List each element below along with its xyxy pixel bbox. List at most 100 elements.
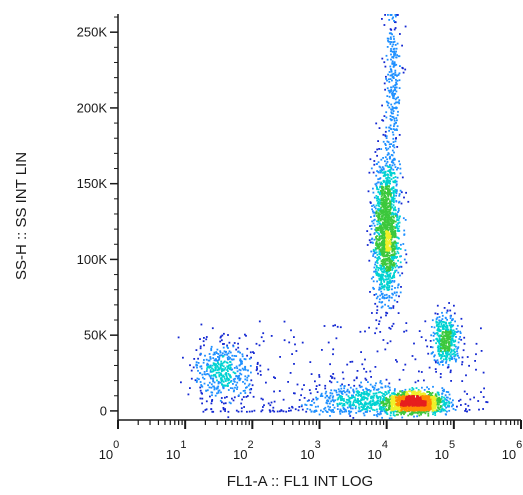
event-point xyxy=(381,237,383,240)
event-point xyxy=(416,415,418,418)
event-point xyxy=(429,401,431,404)
event-point xyxy=(322,410,324,413)
event-point xyxy=(385,403,388,406)
event-point xyxy=(387,166,390,168)
event-point xyxy=(382,260,385,263)
event-point xyxy=(392,116,395,119)
event-point xyxy=(392,112,394,115)
event-point xyxy=(343,404,346,407)
event-point xyxy=(379,238,381,241)
event-point xyxy=(337,403,339,406)
event-point xyxy=(288,410,290,412)
event-point xyxy=(393,40,396,43)
event-point xyxy=(380,276,382,279)
event-point xyxy=(398,404,400,406)
event-point xyxy=(363,393,365,396)
event-point xyxy=(431,401,433,404)
event-point xyxy=(393,392,396,395)
event-point xyxy=(408,402,411,405)
event-point xyxy=(399,65,401,67)
event-point xyxy=(392,133,395,136)
event-point xyxy=(380,170,383,173)
event-point xyxy=(371,400,374,403)
event-point xyxy=(441,360,444,362)
event-point xyxy=(440,342,442,345)
y-axis-label: SS-H :: SS INT LIN xyxy=(13,152,30,280)
event-point xyxy=(220,374,223,377)
event-point xyxy=(399,33,401,35)
event-point xyxy=(320,394,323,396)
event-point xyxy=(475,353,477,356)
event-point xyxy=(429,392,431,394)
event-point xyxy=(339,326,342,329)
event-point xyxy=(227,389,230,391)
event-point xyxy=(420,413,422,416)
event-point xyxy=(386,296,389,299)
event-point xyxy=(389,240,392,242)
event-point xyxy=(395,63,398,66)
event-point xyxy=(393,62,396,64)
event-point xyxy=(393,389,396,392)
event-point xyxy=(199,381,202,383)
event-point xyxy=(390,225,392,227)
event-point xyxy=(380,197,383,200)
event-point xyxy=(418,410,420,413)
event-point xyxy=(403,393,406,395)
event-point xyxy=(440,410,443,413)
event-point xyxy=(381,275,384,278)
event-point xyxy=(389,248,391,251)
event-point xyxy=(368,239,371,242)
event-point xyxy=(380,168,383,171)
event-point xyxy=(370,407,373,410)
event-point xyxy=(378,279,381,281)
event-point xyxy=(445,406,447,409)
event-point xyxy=(436,316,439,319)
event-point xyxy=(398,237,400,240)
event-point xyxy=(386,140,389,143)
event-point xyxy=(324,406,327,409)
event-point xyxy=(383,288,386,291)
event-point xyxy=(352,388,355,391)
event-point xyxy=(401,393,404,396)
event-point xyxy=(392,41,395,43)
event-point xyxy=(224,402,227,405)
event-point xyxy=(392,192,395,194)
event-point xyxy=(360,409,363,411)
event-point xyxy=(309,404,312,406)
event-point xyxy=(378,413,381,416)
event-point xyxy=(394,388,396,390)
event-point xyxy=(350,397,353,399)
event-point xyxy=(208,386,211,389)
event-point xyxy=(391,159,394,162)
event-point xyxy=(230,369,233,371)
event-point xyxy=(339,397,342,400)
event-point xyxy=(432,402,435,405)
event-point xyxy=(451,331,454,334)
event-point xyxy=(426,410,428,413)
event-point xyxy=(443,307,446,309)
event-point xyxy=(391,211,394,214)
event-point xyxy=(236,370,239,373)
event-point xyxy=(205,389,207,392)
event-point xyxy=(402,243,405,245)
event-point xyxy=(391,392,393,395)
event-point xyxy=(392,141,395,143)
event-point xyxy=(255,369,258,372)
event-point xyxy=(434,402,436,405)
event-point xyxy=(329,394,332,397)
event-point xyxy=(414,408,417,411)
event-point xyxy=(394,69,397,72)
event-point xyxy=(375,220,378,223)
event-point xyxy=(436,332,439,334)
event-point xyxy=(380,382,383,385)
event-point xyxy=(407,406,410,409)
event-point xyxy=(373,196,376,199)
event-point xyxy=(235,409,238,412)
event-point xyxy=(204,354,206,357)
event-point xyxy=(215,359,217,362)
event-point xyxy=(400,255,402,258)
event-point xyxy=(265,381,267,384)
event-point xyxy=(376,305,379,308)
event-point xyxy=(449,351,452,354)
event-point xyxy=(370,376,372,378)
